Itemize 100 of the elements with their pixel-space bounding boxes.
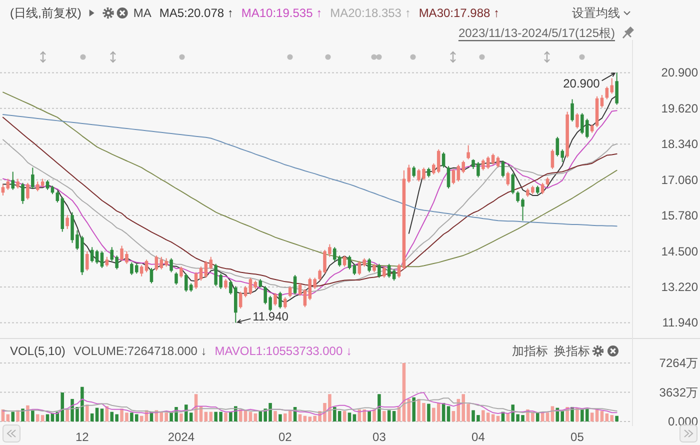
candlestick (298, 283, 302, 296)
bar (248, 412, 252, 422)
candlestick (86, 251, 89, 271)
candlestick (600, 95, 604, 108)
candlestick (352, 264, 356, 275)
candlestick (274, 293, 277, 306)
bar (427, 404, 430, 422)
candlestick (224, 279, 228, 289)
candlestick (278, 292, 282, 308)
candlestick (140, 265, 144, 276)
candlestick (407, 164, 411, 183)
candlestick (550, 149, 554, 169)
bar (536, 412, 540, 422)
y-tick-label: 17.060 (661, 172, 698, 187)
bar (615, 416, 618, 422)
candlestick (95, 250, 99, 264)
candlestick (284, 297, 287, 308)
candlestick (372, 264, 376, 272)
bar (204, 412, 208, 422)
text: MA5:20.078 ↑ (159, 6, 234, 20)
candlestick (288, 286, 292, 298)
line-series (2, 398, 618, 414)
candlestick (427, 168, 430, 178)
bar (446, 406, 450, 422)
candlestick (511, 173, 514, 194)
candlestick (303, 288, 307, 308)
bar (95, 408, 99, 422)
bar (26, 405, 30, 422)
bar (254, 413, 258, 422)
candlestick (466, 145, 470, 160)
bar (387, 410, 391, 422)
candlestick (209, 256, 213, 270)
bar (372, 409, 376, 422)
candlestick (442, 152, 446, 168)
candlestick (491, 154, 495, 165)
x-tick-label: 2024 (168, 430, 195, 444)
candlestick (452, 168, 456, 184)
bar (66, 409, 69, 422)
candlestick (595, 96, 599, 128)
bar (224, 412, 228, 422)
candlestick (615, 72, 618, 105)
bar (392, 411, 396, 422)
y-tick-label: 13.220 (661, 280, 698, 294)
candlestick (150, 268, 154, 284)
line-series (2, 114, 618, 227)
candlestick (397, 264, 401, 278)
annotation: 20.900 (563, 76, 600, 91)
bar (378, 394, 381, 422)
candlestick (506, 172, 510, 186)
bar (452, 411, 456, 422)
annotation: 11.940 (252, 310, 289, 324)
candlestick (590, 124, 594, 133)
bar (90, 413, 94, 422)
chart-title: VOL(5,10) (10, 344, 66, 358)
text: MA30:17.988 ↑ (418, 6, 500, 20)
bar (546, 412, 550, 422)
bar (180, 413, 183, 422)
candlestick (26, 182, 30, 200)
candlestick (204, 261, 208, 278)
candlestick (180, 266, 183, 278)
candlestick (31, 168, 34, 188)
bar (342, 411, 346, 422)
candlestick (570, 99, 574, 122)
y-tick-label: 19.620 (661, 101, 698, 116)
text: MAVOL1:10553733.000 ↓ (214, 344, 352, 358)
chart-subtitle: 2023/11/13-2024/5/17(125根) (458, 26, 616, 40)
candlestick (412, 166, 416, 178)
y-tick-label: 15.780 (661, 208, 698, 223)
bar (412, 397, 416, 422)
bar (348, 412, 352, 422)
x-tick-label: 05 (570, 430, 584, 444)
bar (100, 408, 104, 422)
candlestick (174, 272, 178, 285)
x-tick-label: 02 (278, 430, 292, 444)
candlestick (16, 178, 20, 188)
candlestick (100, 251, 104, 268)
bar (274, 411, 277, 422)
candlestick (199, 266, 203, 281)
bar (86, 404, 89, 422)
y-tick-label: 20.900 (661, 66, 698, 80)
bar (31, 410, 34, 422)
candlestick (144, 260, 148, 272)
y-tick-label: 14.500 (661, 244, 698, 258)
candlestick (248, 278, 252, 295)
line-series (2, 392, 618, 416)
candlestick (446, 166, 450, 188)
candlestick (293, 274, 297, 295)
x-tick-label: 12 (76, 430, 90, 444)
bar (382, 411, 386, 422)
candlestick (50, 186, 54, 194)
candlestick (11, 172, 15, 190)
candlestick (258, 279, 262, 288)
y-tick-label: 7264万 (659, 356, 698, 370)
candlestick (566, 112, 569, 158)
candlestick (244, 286, 248, 298)
candlestick (66, 215, 69, 229)
candlestick (576, 113, 579, 129)
candlestick (402, 170, 406, 270)
candlestick (368, 258, 371, 272)
candlestick (387, 264, 391, 278)
